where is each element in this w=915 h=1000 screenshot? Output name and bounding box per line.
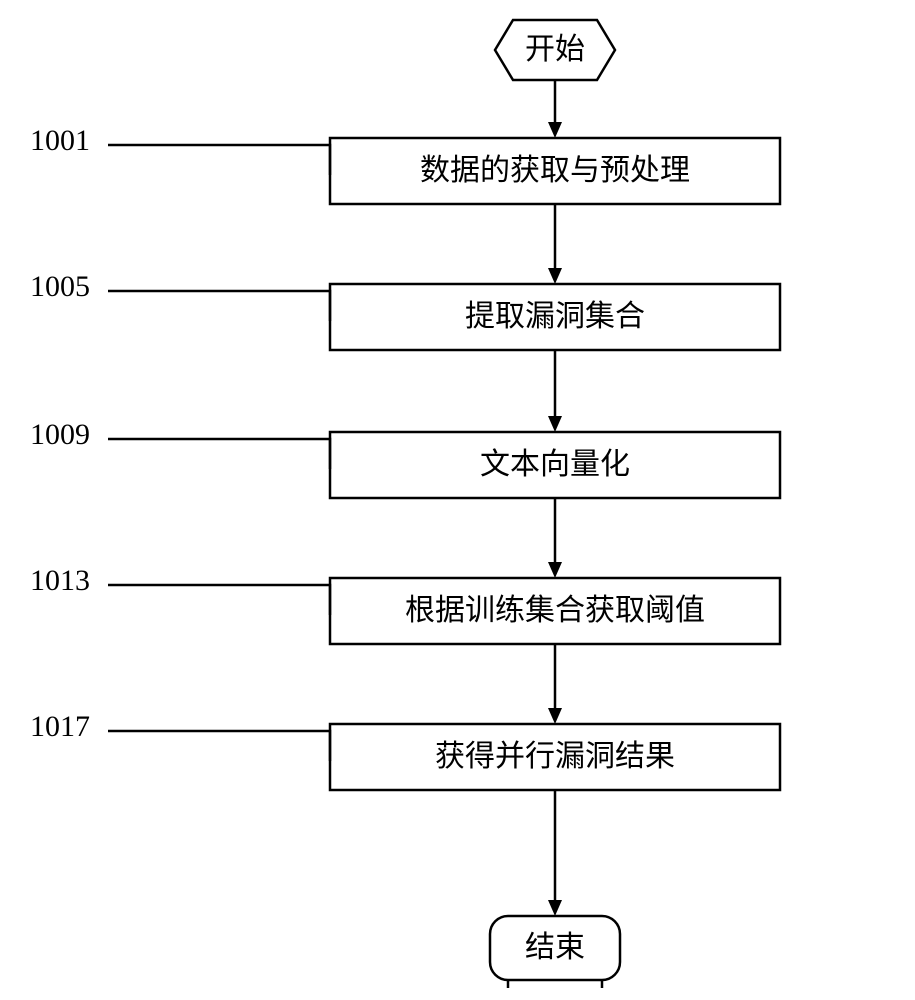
flowchart: 开始数据的获取与预处理提取漏洞集合文本向量化根据训练集合获取阈值获得并行漏洞结果… <box>0 0 915 1000</box>
arrowhead-icon <box>548 708 562 724</box>
callout-connector <box>108 291 330 321</box>
callout-connector <box>108 731 330 761</box>
arrowhead-icon <box>548 268 562 284</box>
step-number: 1017 <box>30 710 90 743</box>
arrowhead-icon <box>548 122 562 138</box>
process-label: 文本向量化 <box>480 448 630 481</box>
arrowhead-icon <box>548 900 562 916</box>
step-number: 1013 <box>30 564 90 597</box>
process-label: 根据训练集合获取阈值 <box>405 594 705 627</box>
end-label: 结束 <box>525 931 585 964</box>
arrowhead-icon <box>548 416 562 432</box>
step-number: 1001 <box>30 124 90 157</box>
step-number: 1009 <box>30 418 90 451</box>
process-label: 获得并行漏洞结果 <box>435 740 675 773</box>
step-number: 1005 <box>30 270 90 303</box>
process-label: 提取漏洞集合 <box>465 300 645 333</box>
arrowhead-icon <box>548 562 562 578</box>
process-label: 数据的获取与预处理 <box>420 154 690 187</box>
start-label: 开始 <box>525 33 585 66</box>
callout-connector <box>108 439 330 469</box>
callout-connector <box>108 145 330 175</box>
callout-connector <box>108 585 330 615</box>
